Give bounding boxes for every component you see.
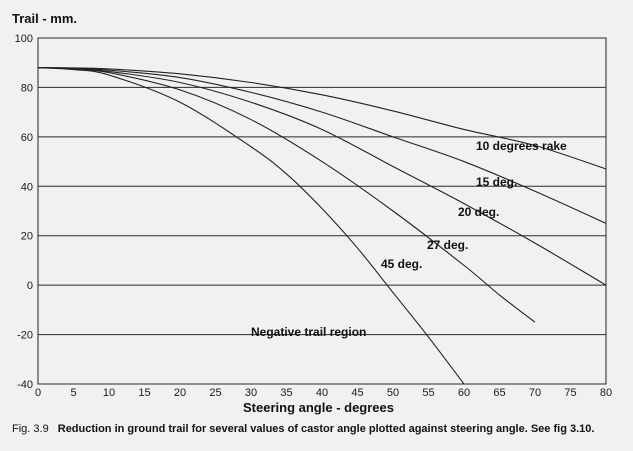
x-tick-label: 75 [564, 387, 576, 399]
y-tick-labels: -40 -20 0 20 40 60 80 100 [15, 33, 33, 391]
y-tick-label: 0 [27, 280, 33, 292]
x-tick-labels: 0 5 10 15 20 25 30 35 40 45 50 55 60 65 70 75 80 [35, 387, 612, 399]
series-label-0: 10 degrees rake [476, 139, 567, 153]
y-tick-label: 80 [21, 82, 33, 94]
figure-number: Fig. 3.9 [12, 423, 49, 435]
figure-caption: Fig. 3.9 Reduction in ground trail for s… [12, 423, 594, 435]
y-axis-label: Trail - mm. [12, 11, 77, 26]
x-tick-label: 10 [103, 387, 115, 399]
x-axis-label: Steering angle - degrees [243, 400, 394, 415]
series-line-0 [37, 67, 607, 170]
grid-lines [38, 37, 606, 385]
x-tick-label: 0 [35, 387, 41, 399]
x-tick-label: 60 [458, 387, 470, 399]
x-tick-label: 50 [387, 387, 399, 399]
x-tick-label: 40 [316, 387, 328, 399]
x-tick-label: 45 [351, 387, 363, 399]
y-tick-label: -40 [17, 379, 33, 391]
series-line-4 [37, 67, 465, 385]
series-label-1: 15 deg. [476, 175, 517, 189]
series-lines [37, 67, 607, 385]
series-label-4: 45 deg. [381, 257, 422, 271]
x-tick-label: 80 [600, 387, 612, 399]
x-tick-label: 55 [422, 387, 434, 399]
series-line-3 [37, 67, 536, 323]
x-tick-label: 5 [70, 387, 76, 399]
series-labels: 10 degrees rake 15 deg. 20 deg. 27 deg. 45 d… [381, 139, 567, 271]
series-line-2 [37, 67, 607, 286]
y-tick-label: 60 [21, 132, 33, 144]
y-tick-label: 40 [21, 181, 33, 193]
x-tick-label: 25 [209, 387, 221, 399]
y-tick-label: 100 [15, 33, 33, 45]
x-tick-label: 20 [174, 387, 186, 399]
trail-chart: -40 -20 0 20 40 60 80 100 0 5 10 15 20 25 30 35 40 45 50 5… [12, 11, 612, 415]
x-tick-label: 35 [280, 387, 292, 399]
series-label-3: 27 deg. [427, 238, 468, 252]
x-tick-label: 30 [245, 387, 257, 399]
negative-trail-annotation: Negative trail region [251, 325, 366, 339]
x-tick-label: 65 [493, 387, 505, 399]
caption-text: Reduction in ground trail for several va… [57, 423, 595, 435]
x-tick-label: 15 [138, 387, 150, 399]
series-label-2: 20 deg. [458, 205, 499, 219]
y-tick-label: 20 [21, 231, 33, 243]
x-tick-label: 70 [529, 387, 541, 399]
y-tick-label: -20 [17, 330, 33, 342]
series-line-1 [37, 67, 607, 224]
